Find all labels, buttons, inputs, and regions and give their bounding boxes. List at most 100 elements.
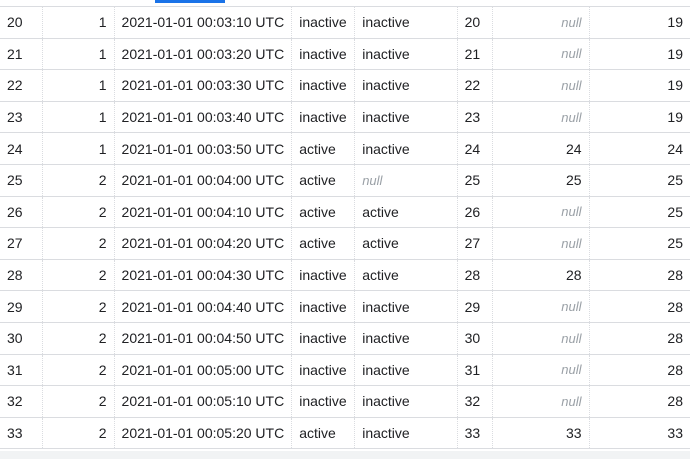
table-row[interactable]: 22 1 2021-01-01 00:03:30 UTC inactive inacti… [0, 69, 690, 102]
table-row[interactable]: 32 2 2021-01-01 00:05:10 UTC inactive inacti… [0, 385, 690, 418]
previous-status-cell[interactable]: inactive [354, 385, 458, 418]
previous-status-cell[interactable]: null [354, 164, 458, 197]
status-cell[interactable]: inactive [291, 322, 355, 355]
status-cell[interactable]: inactive [291, 69, 355, 102]
row-number-cell[interactable]: 30 [0, 322, 43, 355]
id-cell[interactable]: 26 [456, 196, 492, 229]
timestamp-cell[interactable]: 2021-01-01 00:04:50 UTC [113, 322, 292, 355]
segment-cell[interactable]: 2 [42, 196, 115, 229]
segment-cell[interactable]: 1 [42, 101, 115, 134]
id-cell[interactable]: 22 [456, 69, 492, 102]
value-cell[interactable]: null [491, 354, 590, 387]
segment-cell[interactable]: 2 [42, 354, 115, 387]
value-cell[interactable]: null [491, 69, 590, 102]
table-row[interactable]: 25 2 2021-01-01 00:04:00 UTC active null 25 25… [0, 164, 690, 197]
row-number-cell[interactable]: 21 [0, 38, 43, 71]
id-cell[interactable]: 31 [456, 354, 492, 387]
status-cell[interactable]: active [291, 164, 355, 197]
segment-cell[interactable]: 1 [42, 6, 115, 39]
status-cell[interactable]: active [291, 196, 355, 229]
segment-cell[interactable]: 2 [42, 322, 115, 355]
timestamp-cell[interactable]: 2021-01-01 00:03:10 UTC [113, 6, 292, 39]
segment-cell[interactable]: 2 [42, 259, 115, 292]
segment-cell[interactable]: 1 [42, 69, 115, 102]
table-row[interactable]: 29 2 2021-01-01 00:04:40 UTC inactive inacti… [0, 290, 690, 323]
status-cell[interactable]: inactive [291, 354, 355, 387]
previous-status-cell[interactable]: inactive [354, 38, 458, 71]
id-cell[interactable]: 21 [456, 38, 492, 71]
value-cell[interactable]: null [491, 227, 590, 260]
last-value-cell[interactable]: 19 [588, 6, 690, 39]
id-cell[interactable]: 29 [456, 290, 492, 323]
segment-cell[interactable]: 2 [42, 227, 115, 260]
timestamp-cell[interactable]: 2021-01-01 00:05:00 UTC [113, 354, 292, 387]
timestamp-cell[interactable]: 2021-01-01 00:03:40 UTC [113, 101, 292, 134]
row-number-cell[interactable]: 23 [0, 101, 43, 134]
value-cell[interactable]: null [491, 196, 590, 229]
last-value-cell[interactable]: 25 [588, 227, 690, 260]
id-cell[interactable]: 30 [456, 322, 492, 355]
table-row[interactable]: 20 1 2021-01-01 00:03:10 UTC inactive inacti… [0, 6, 690, 39]
segment-cell[interactable]: 1 [42, 132, 115, 165]
last-value-cell[interactable]: 25 [588, 164, 690, 197]
timestamp-cell[interactable]: 2021-01-01 00:05:10 UTC [113, 385, 292, 418]
previous-status-cell[interactable]: inactive [354, 69, 458, 102]
row-number-cell[interactable]: 33 [0, 417, 43, 450]
table-row[interactable]: 26 2 2021-01-01 00:04:10 UTC active active 26… [0, 196, 690, 229]
segment-cell[interactable]: 1 [42, 38, 115, 71]
table-row[interactable]: 23 1 2021-01-01 00:03:40 UTC inactive inacti… [0, 101, 690, 134]
table-row[interactable]: 27 2 2021-01-01 00:04:20 UTC active active 27… [0, 227, 690, 260]
id-cell[interactable]: 27 [456, 227, 492, 260]
status-cell[interactable]: active [291, 417, 355, 450]
horizontal-scroll-indicator[interactable] [155, 0, 225, 3]
value-cell[interactable]: 28 [491, 259, 590, 292]
row-number-cell[interactable]: 24 [0, 132, 43, 165]
value-cell[interactable]: null [491, 38, 590, 71]
previous-status-cell[interactable]: active [354, 259, 458, 292]
last-value-cell[interactable]: 24 [588, 132, 690, 165]
row-number-cell[interactable]: 31 [0, 354, 43, 387]
timestamp-cell[interactable]: 2021-01-01 00:03:30 UTC [113, 69, 292, 102]
id-cell[interactable]: 28 [456, 259, 492, 292]
last-value-cell[interactable]: 28 [588, 354, 690, 387]
timestamp-cell[interactable]: 2021-01-01 00:04:30 UTC [113, 259, 292, 292]
previous-status-cell[interactable]: active [354, 196, 458, 229]
row-number-cell[interactable]: 25 [0, 164, 43, 197]
timestamp-cell[interactable]: 2021-01-01 00:04:10 UTC [113, 196, 292, 229]
status-cell[interactable]: inactive [291, 38, 355, 71]
value-cell[interactable]: null [491, 322, 590, 355]
table-row[interactable]: 24 1 2021-01-01 00:03:50 UTC active inactive… [0, 132, 690, 165]
value-cell[interactable]: 33 [491, 417, 590, 450]
id-cell[interactable]: 32 [456, 385, 492, 418]
status-cell[interactable]: inactive [291, 259, 355, 292]
last-value-cell[interactable]: 33 [588, 417, 690, 450]
id-cell[interactable]: 20 [456, 6, 492, 39]
previous-status-cell[interactable]: inactive [354, 417, 458, 450]
timestamp-cell[interactable]: 2021-01-01 00:04:20 UTC [113, 227, 292, 260]
row-number-cell[interactable]: 26 [0, 196, 43, 229]
segment-cell[interactable]: 2 [42, 290, 115, 323]
timestamp-cell[interactable]: 2021-01-01 00:03:50 UTC [113, 132, 292, 165]
table-row[interactable]: 31 2 2021-01-01 00:05:00 UTC inactive inacti… [0, 354, 690, 387]
row-number-cell[interactable]: 28 [0, 259, 43, 292]
value-cell[interactable]: 24 [491, 132, 590, 165]
table-row[interactable]: 21 1 2021-01-01 00:03:20 UTC inactive inacti… [0, 38, 690, 71]
value-cell[interactable]: null [491, 290, 590, 323]
status-cell[interactable]: active [291, 132, 355, 165]
value-cell[interactable]: null [491, 101, 590, 134]
table-row[interactable]: 28 2 2021-01-01 00:04:30 UTC inactive active… [0, 259, 690, 292]
previous-status-cell[interactable]: inactive [354, 132, 458, 165]
table-row[interactable]: 30 2 2021-01-01 00:04:50 UTC inactive inacti… [0, 322, 690, 355]
segment-cell[interactable]: 2 [42, 385, 115, 418]
timestamp-cell[interactable]: 2021-01-01 00:04:40 UTC [113, 290, 292, 323]
timestamp-cell[interactable]: 2021-01-01 00:04:00 UTC [113, 164, 292, 197]
previous-status-cell[interactable]: inactive [354, 354, 458, 387]
id-cell[interactable]: 25 [456, 164, 492, 197]
value-cell[interactable]: null [491, 385, 590, 418]
id-cell[interactable]: 24 [456, 132, 492, 165]
timestamp-cell[interactable]: 2021-01-01 00:05:20 UTC [113, 417, 292, 450]
last-value-cell[interactable]: 19 [588, 101, 690, 134]
last-value-cell[interactable]: 19 [588, 69, 690, 102]
id-cell[interactable]: 33 [456, 417, 492, 450]
table-row[interactable]: 33 2 2021-01-01 00:05:20 UTC active inactive… [0, 417, 690, 450]
